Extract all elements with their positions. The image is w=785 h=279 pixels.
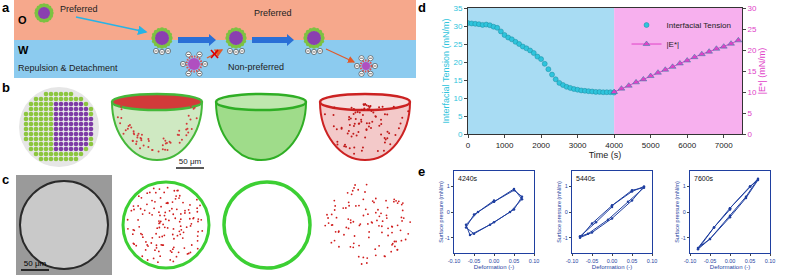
svg-text:6000: 6000	[678, 141, 696, 150]
svg-text:Deformation (-): Deformation (-)	[710, 264, 750, 270]
svg-text:10: 10	[748, 88, 757, 97]
svg-text:0: 0	[748, 130, 753, 139]
svg-text:0.10: 0.10	[765, 258, 776, 264]
svg-text:|E*|: |E*|	[667, 40, 680, 49]
svg-text:1000: 1000	[496, 141, 514, 150]
svg-text:Time (s): Time (s)	[589, 150, 622, 160]
svg-text:15: 15	[453, 76, 462, 85]
svg-text:-1: -1	[445, 235, 450, 241]
svg-text:Surface pressure (mN/m): Surface pressure (mN/m)	[674, 181, 680, 243]
svg-text:5: 5	[458, 112, 463, 121]
svg-text:7600s: 7600s	[694, 175, 714, 182]
html-text:b: b	[2, 80, 10, 95]
svg-text:Preferred: Preferred	[60, 4, 98, 14]
svg-text:0.10: 0.10	[647, 258, 658, 264]
svg-text:Surface pressure (mN/m): Surface pressure (mN/m)	[556, 181, 562, 243]
svg-text:1: 1	[447, 183, 450, 189]
svg-text:|E*| (mN/m): |E*| (mN/m)	[757, 48, 767, 95]
svg-text:W: W	[18, 44, 29, 56]
svg-text:25: 25	[748, 25, 757, 34]
svg-text:0.05: 0.05	[627, 258, 638, 264]
svg-text:-0.10: -0.10	[566, 258, 579, 264]
svg-text:50 μm: 50 μm	[24, 259, 47, 268]
svg-text:15: 15	[748, 67, 757, 76]
svg-text:0.00: 0.00	[489, 258, 500, 264]
svg-text:0.10: 0.10	[529, 258, 540, 264]
svg-text:2000: 2000	[532, 141, 550, 150]
svg-text:Deformation (-): Deformation (-)	[474, 264, 514, 270]
svg-text:30: 30	[748, 4, 757, 13]
svg-text:Repulsion & Detachment: Repulsion & Detachment	[18, 63, 118, 73]
svg-text:4240s: 4240s	[458, 175, 478, 182]
html-text:d: d	[418, 0, 426, 15]
svg-text:Non-preferred: Non-preferred	[228, 62, 284, 72]
svg-text:3000: 3000	[569, 141, 587, 150]
svg-text:0.05: 0.05	[745, 258, 756, 264]
svg-text:0: 0	[683, 209, 686, 215]
svg-text:30: 30	[453, 22, 462, 31]
svg-text:5000: 5000	[642, 141, 660, 150]
svg-text:Deformation (-): Deformation (-)	[592, 264, 632, 270]
svg-text:0.00: 0.00	[607, 258, 618, 264]
svg-text:5: 5	[748, 109, 753, 118]
html-text:a: a	[2, 0, 10, 15]
svg-text:0: 0	[565, 209, 568, 215]
svg-text:10: 10	[453, 94, 462, 103]
svg-text:Surface pressure (mN/m): Surface pressure (mN/m)	[438, 181, 444, 243]
svg-text:5440s: 5440s	[576, 175, 596, 182]
svg-text:Preferred: Preferred	[254, 8, 292, 18]
svg-text:1: 1	[683, 183, 686, 189]
svg-text:0: 0	[447, 209, 450, 215]
svg-text:Interfacial Tension (mN/m): Interfacial Tension (mN/m)	[441, 19, 451, 124]
svg-text:1: 1	[565, 183, 568, 189]
svg-text:4000: 4000	[605, 141, 623, 150]
svg-text:20: 20	[748, 46, 757, 55]
svg-text:-0.10: -0.10	[684, 258, 697, 264]
svg-text:-0.05: -0.05	[468, 258, 481, 264]
svg-text:0: 0	[458, 130, 463, 139]
svg-text:25: 25	[453, 40, 462, 49]
html-text:c: c	[2, 172, 10, 187]
svg-text:O: O	[18, 14, 27, 26]
svg-text:Interfacial Tension: Interfacial Tension	[667, 21, 731, 30]
svg-text:-0.05: -0.05	[704, 258, 717, 264]
svg-text:0.05: 0.05	[509, 258, 520, 264]
svg-text:50 μm: 50 μm	[179, 157, 202, 166]
svg-text:35: 35	[453, 4, 462, 13]
svg-text:-1: -1	[681, 235, 686, 241]
svg-text:-1: -1	[563, 235, 568, 241]
svg-text:-0.05: -0.05	[586, 258, 599, 264]
svg-text:0: 0	[466, 141, 471, 150]
svg-text:20: 20	[453, 58, 462, 67]
svg-text:-0.10: -0.10	[448, 258, 461, 264]
html-text:e: e	[418, 164, 426, 179]
svg-text:0.00: 0.00	[725, 258, 736, 264]
svg-text:7000: 7000	[715, 141, 733, 150]
